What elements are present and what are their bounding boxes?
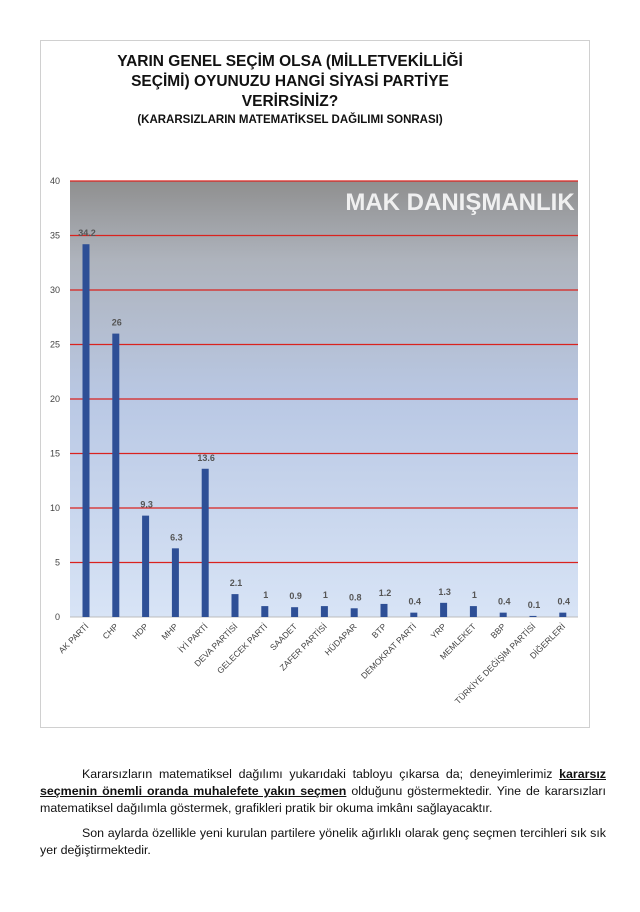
- bar: [142, 515, 150, 617]
- data-label: 0.4: [558, 597, 571, 607]
- x-tick-label: CHP: [100, 621, 120, 641]
- watermark: MAK DANIŞMANLIK: [345, 189, 575, 216]
- body-text: Kararsızların matematiksel dağılımı yuka…: [40, 766, 606, 867]
- bar: [261, 606, 269, 617]
- bar: [529, 615, 537, 617]
- data-label: 0.1: [528, 600, 541, 610]
- data-label: 6.3: [170, 532, 183, 542]
- y-tick-label: 40: [50, 176, 60, 186]
- x-tick-label: MHP: [159, 621, 180, 642]
- paragraph-1-emphasis: kararsız seçmenin önemli oranda muhalefe…: [40, 767, 606, 798]
- data-label: 1.3: [438, 587, 451, 597]
- bar: [440, 602, 448, 617]
- data-label: 0.8: [349, 592, 362, 602]
- data-label: 0.4: [409, 597, 422, 607]
- x-tick-label: HDP: [130, 621, 150, 641]
- y-tick-label: 35: [50, 231, 60, 241]
- data-label: 2.1: [230, 578, 243, 588]
- y-tick-label: 0: [55, 612, 60, 622]
- bar: [82, 244, 90, 617]
- x-tick-label: DEMOKRAT PARTİ: [359, 621, 418, 680]
- chart-subtitle: (KARARSIZLARIN MATEMATİKSEL DAĞILIMI SON…: [137, 114, 443, 126]
- bar: [171, 548, 179, 617]
- bar: [231, 594, 239, 617]
- data-label: 34.2: [78, 228, 96, 238]
- bar: [559, 612, 567, 617]
- bar: [410, 612, 418, 617]
- paragraph-1-part-1: Kararsızların matematiksel dağılımı yuka…: [82, 767, 560, 781]
- bar: [320, 606, 328, 617]
- y-tick-label: 10: [50, 503, 60, 513]
- data-label: 1: [323, 590, 328, 600]
- title-line-3: VERİRSİNİZ?: [241, 93, 339, 110]
- chart-title: YARIN GENEL SEÇİM OLSA (MİLLETVEKİLLİĞİ …: [30, 52, 550, 128]
- bar: [201, 468, 209, 617]
- data-label: 13.6: [197, 453, 215, 463]
- bar: [350, 608, 358, 617]
- paragraph-2: Son aylarda özellikle yeni kurulan parti…: [40, 826, 606, 857]
- x-tick-label: BBP: [489, 621, 508, 640]
- data-label: 0.4: [498, 597, 511, 607]
- data-label: 1.2: [379, 588, 392, 598]
- title-line-1: YARIN GENEL SEÇİM OLSA (MİLLETVEKİLLİĞİ: [117, 53, 463, 70]
- y-tick-label: 20: [50, 394, 60, 404]
- data-label: 9.3: [140, 500, 153, 510]
- data-label: 1: [263, 590, 268, 600]
- y-tick-label: 5: [55, 558, 60, 568]
- bar: [112, 333, 120, 617]
- title-line-2: SEÇİMİ) OYUNUZU HANGİ SİYASİ PARTİYE: [131, 73, 449, 90]
- data-label: 1: [472, 590, 477, 600]
- bar: [291, 607, 299, 617]
- bar: [499, 612, 507, 617]
- x-tick-label: YRP: [429, 621, 449, 641]
- paragraph-1-part-2: olduğunu göstermektedir. Yine de kararsı…: [40, 784, 606, 815]
- y-tick-label: 15: [50, 449, 60, 459]
- bar-chart: 0 5 10 15 20 25 30 35 40 MAK DANIŞMANLIK 34.2 26 9…: [50, 176, 578, 706]
- x-tick-label: HÜDAPAR: [323, 621, 359, 657]
- paragraph-1: Kararsızların matematiksel dağılımı yuka…: [40, 766, 606, 817]
- y-tick-label: 25: [50, 340, 60, 350]
- bar: [469, 606, 477, 617]
- y-tick-label: 30: [50, 285, 60, 295]
- bar: [380, 603, 388, 617]
- data-label: 0.9: [289, 591, 302, 601]
- x-tick-label: BTP: [370, 621, 389, 640]
- x-tick-label: AK PARTİ: [57, 621, 91, 655]
- data-label: 26: [112, 318, 122, 328]
